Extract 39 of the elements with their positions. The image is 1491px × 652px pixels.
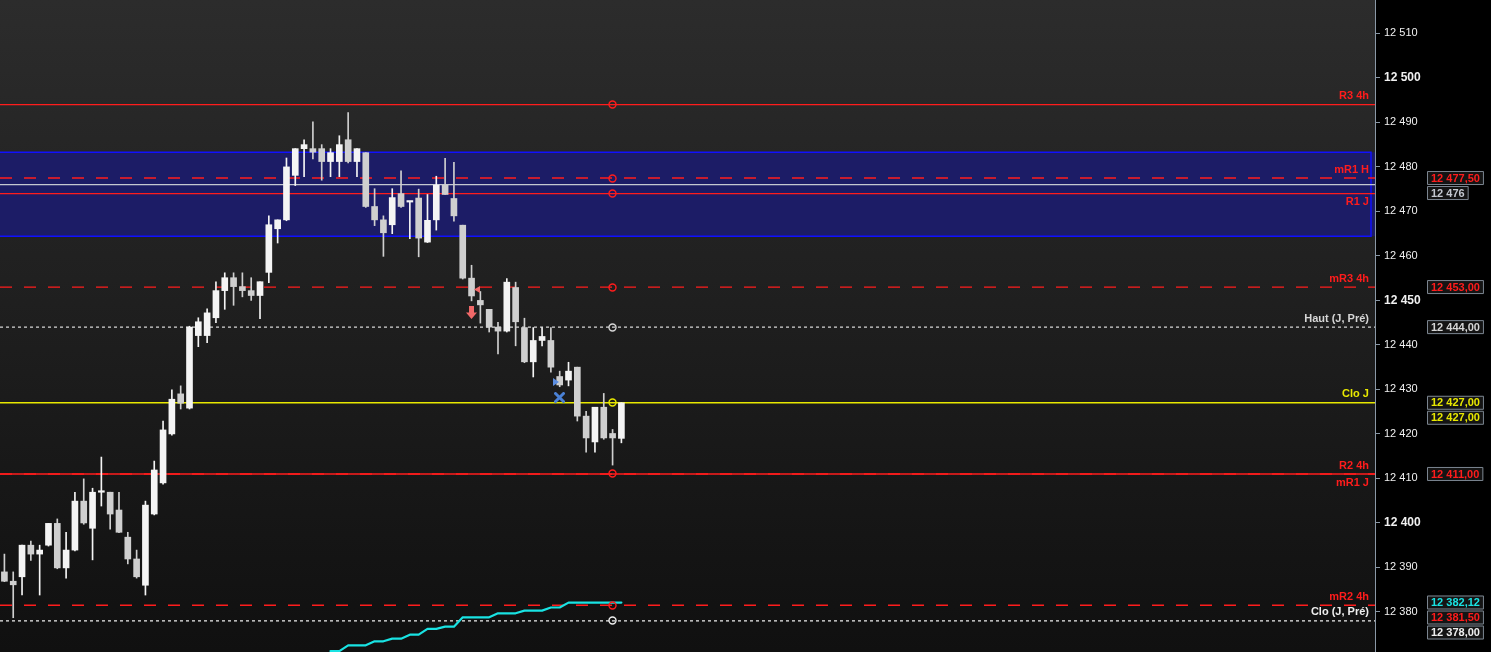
candlestick (309, 121, 317, 160)
text: 12 382,12 (1431, 596, 1480, 609)
text: 12 444,00 (1431, 320, 1480, 333)
ref-line-label: R1 J (1345, 195, 1369, 208)
y-tick-label: 12 460 (1384, 248, 1418, 261)
ref-line-label: Haut (J, Pré) (1304, 311, 1370, 324)
ref-line-label: Clo J (1342, 387, 1369, 400)
ref-line-label: mR1 H (1334, 162, 1370, 175)
candlestick (300, 139, 308, 178)
text: 12 476 (1431, 186, 1465, 199)
candlestick (9, 571, 17, 619)
ref-line-label: mR1 J (1335, 475, 1369, 488)
y-tick-label: 12 400 (1384, 515, 1422, 530)
text: 12 378,00 (1431, 626, 1480, 639)
ref-line-label: R3 4h (1339, 89, 1370, 102)
y-tick-label: 12 390 (1384, 560, 1418, 573)
y-tick-label: 12 380 (1384, 604, 1418, 617)
y-tick-label: 12 510 (1384, 26, 1418, 39)
ref-line-label: mR2 4h (1329, 589, 1370, 602)
text: 12 453,00 (1431, 280, 1480, 293)
text: 12 477,50 (1431, 171, 1480, 184)
text: 12 427,00 (1431, 411, 1480, 424)
ref-line-label: mR3 4h (1329, 271, 1370, 284)
y-tick-label: 12 480 (1384, 159, 1418, 172)
y-tick-label: 12 470 (1384, 204, 1418, 217)
ref-line-label: R2 4h (1339, 458, 1370, 471)
text: 12 411,00 (1431, 467, 1480, 480)
y-tick-label: 12 420 (1384, 426, 1418, 439)
ref-line-label: Clo (J, Pré) (1310, 605, 1370, 618)
y-tick-label: 12 410 (1384, 471, 1418, 484)
y-tick-label: 12 440 (1384, 337, 1418, 350)
text: 12 427,00 (1431, 396, 1480, 409)
y-tick-label: 12 490 (1384, 115, 1418, 128)
text: 12 381,50 (1431, 611, 1480, 624)
y-tick-label: 12 450 (1384, 292, 1422, 307)
y-tick-label: 12 500 (1384, 70, 1422, 85)
candlestick (538, 327, 546, 347)
candlestick (247, 277, 255, 301)
y-tick-label: 12 430 (1384, 382, 1418, 395)
